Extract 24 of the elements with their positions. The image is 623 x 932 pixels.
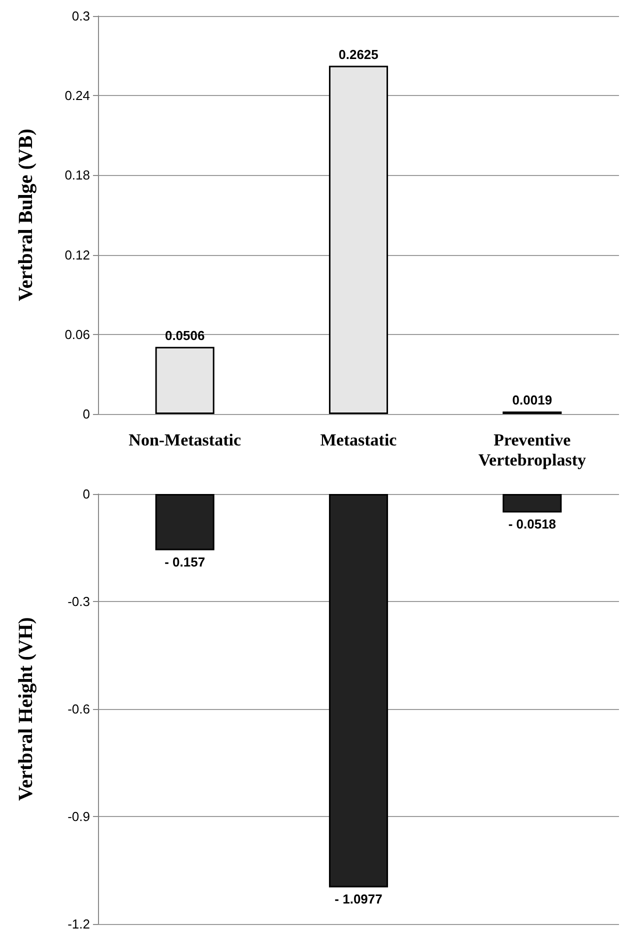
data-label: 0.2625 xyxy=(338,46,378,62)
bar xyxy=(155,346,214,414)
data-label: 0.0506 xyxy=(164,328,205,343)
y-axis-title: Vertbral Bulge (VB) xyxy=(15,128,37,302)
x-tick-label: Non-Metastatic xyxy=(128,430,242,450)
y-tick-label: 0 xyxy=(82,406,90,422)
y-tick-label: -0.9 xyxy=(68,809,90,824)
y-tick-label: 0.06 xyxy=(64,326,90,342)
x-tick-label: Metastatic xyxy=(320,430,398,450)
data-label: - 0.157 xyxy=(164,554,206,570)
y-tick-label: -0.6 xyxy=(68,702,90,716)
x-tick-label: Preventive Vertebroplasty xyxy=(478,430,586,470)
y-axis-title: Vertbral Height (VH) xyxy=(15,617,37,801)
data-label: - 1.0977 xyxy=(334,891,382,906)
y-tick-label: 0.18 xyxy=(64,168,90,183)
y-tick-label: -0.3 xyxy=(68,594,90,609)
y-tick-label: 0.12 xyxy=(64,247,90,262)
bar xyxy=(328,66,388,414)
data-label: - 0.0518 xyxy=(508,516,556,532)
y-tick-label: -1.2 xyxy=(68,916,90,932)
data-label: 0.0019 xyxy=(512,392,552,408)
y-tick-label: 0.3 xyxy=(72,8,90,24)
y-tick-label: 0.24 xyxy=(64,88,90,104)
y-tick-label: 0 xyxy=(82,486,90,502)
